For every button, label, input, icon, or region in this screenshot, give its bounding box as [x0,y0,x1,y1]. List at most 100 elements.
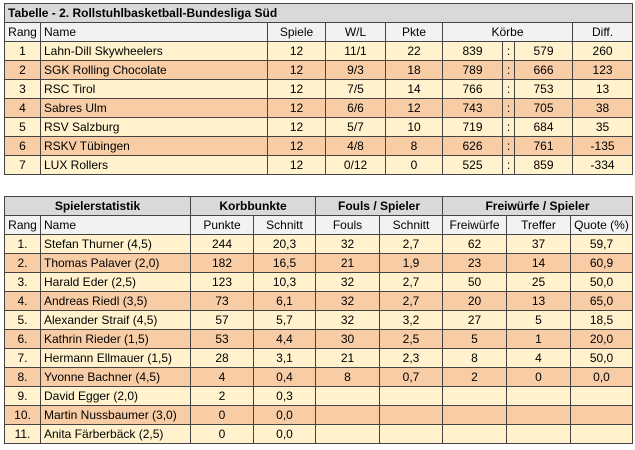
player-row: 8. Yvonne Bachner (4,5) 4 0,4 8 0,7 2 0 0,0 [4,367,633,387]
cell-koerbe-against: 753 [514,79,573,99]
league-title: Tabelle - 2. Rollstuhlbasketball-Bundesl… [3,3,634,23]
player-row: 3. Harald Eder (2,5) 123 10,3 32 2,7 50 25 50,0 [4,272,633,292]
cell-rang: 2. [4,253,41,273]
cell-fouls-schnitt: 1,9 [379,253,443,273]
cell-koerbe-against: 705 [514,98,573,118]
header-freiwuerfe: Freiwürfe [442,215,507,235]
cell-fouls: 8 [315,367,380,387]
cell-rang: 5 [4,117,41,137]
cell-quote: 18,5 [570,310,633,330]
cell-fouls: 30 [315,329,380,349]
cell-rang: 7 [4,155,41,175]
cell-spiele: 12 [267,136,326,156]
cell-spiele: 12 [267,98,326,118]
cell-koerbe-for: 766 [442,79,503,99]
cell-quote: 0,0 [570,367,633,387]
cell-koerbe-for: 719 [442,117,503,137]
cell-rang: 2 [4,60,41,80]
cell-koerbe-separator: : [502,98,515,118]
cell-rang: 7. [4,348,41,368]
cell-treffer [506,424,571,444]
cell-schnitt: 0,4 [253,367,316,387]
cell-koerbe-against: 859 [514,155,573,175]
cell-diff: 38 [571,98,634,118]
cell-wl: 0/12 [325,155,386,175]
league-row: 7 LUX Rollers 12 0/12 0 525:859 -334 [4,155,634,175]
cell-freiwuerfe: 62 [442,234,507,254]
cell-treffer: 25 [506,272,571,292]
header-punkte: Punkte [190,215,254,235]
header-pkte: Pkte [385,22,443,42]
group-header-row: Spielerstatistik Korbbunkte Fouls / Spie… [4,196,633,216]
header-schnitt: Schnitt [253,215,316,235]
header-name: Name [40,215,191,235]
cell-fouls: 32 [315,310,380,330]
cell-koerbe-separator: : [502,79,515,99]
player-row: 6. Kathrin Rieder (1,5) 53 4,4 30 2,5 5 1 20,0 [4,329,633,349]
cell-spiele: 12 [267,41,326,61]
cell-player-name: Thomas Palaver (2,0) [40,253,191,273]
cell-team-name: Sabres Ulm [40,98,268,118]
cell-koerbe-for: 839 [442,41,503,61]
cell-quote [570,386,633,406]
cell-player-name: Kathrin Rieder (1,5) [40,329,191,349]
cell-koerbe-for: 743 [442,98,503,118]
player-row: 7. Hermann Ellmauer (1,5) 28 3,1 21 2,3 8 4 50,0 [4,348,633,368]
cell-fouls-schnitt: 2,7 [379,291,443,311]
cell-freiwuerfe: 8 [442,348,507,368]
cell-fouls [315,405,380,425]
league-row: 6 RSKV Tübingen 12 4/8 8 626:761 -135 [4,136,634,156]
cell-treffer: 13 [506,291,571,311]
cell-quote [570,405,633,425]
cell-team-name: SGK Rolling Chocolate [40,60,268,80]
player-header-row: Rang Name Punkte Schnitt Fouls Schnitt F… [4,215,633,235]
cell-treffer: 0 [506,367,571,387]
cell-freiwuerfe [442,424,507,444]
cell-quote: 60,9 [570,253,633,273]
cell-fouls: 32 [315,291,380,311]
cell-quote [570,424,633,444]
cell-wl: 11/1 [325,41,386,61]
cell-rang: 1 [4,41,41,61]
cell-diff: 35 [571,117,634,137]
header-spiele: Spiele [267,22,326,42]
cell-fouls-schnitt: 2,3 [379,348,443,368]
header-koerbe: Körbe [442,22,573,42]
header-diff: Diff. [571,22,634,42]
cell-freiwuerfe: 20 [442,291,507,311]
cell-punkte: 0 [190,405,254,425]
header-fouls: Fouls [315,215,380,235]
cell-freiwuerfe: 23 [442,253,507,273]
header-fouls-schnitt: Schnitt [379,215,443,235]
cell-pkte: 10 [385,117,443,137]
header-quote: Quote (%) [570,215,633,235]
cell-freiwuerfe: 50 [442,272,507,292]
cell-koerbe-separator: : [502,60,515,80]
player-row: 10. Martin Nussbaumer (3,0) 0 0,0 [4,405,633,425]
league-header-row: Rang Name Spiele W/L Pkte Körbe Diff. [4,22,634,42]
cell-quote: 50,0 [570,348,633,368]
header-treffer: Treffer [506,215,571,235]
cell-quote: 20,0 [570,329,633,349]
cell-treffer: 37 [506,234,571,254]
cell-koerbe-against: 666 [514,60,573,80]
group-korbpunkte: Korbbunkte [190,196,316,216]
cell-pkte: 14 [385,79,443,99]
cell-punkte: 57 [190,310,254,330]
cell-rang: 4. [4,291,41,311]
cell-wl: 6/6 [325,98,386,118]
cell-player-name: Andreas Riedl (3,5) [40,291,191,311]
cell-koerbe-separator: : [502,155,515,175]
cell-wl: 5/7 [325,117,386,137]
cell-quote: 50,0 [570,272,633,292]
cell-freiwuerfe [442,405,507,425]
cell-quote: 65,0 [570,291,633,311]
cell-pkte: 12 [385,98,443,118]
cell-fouls-schnitt: 3,2 [379,310,443,330]
cell-punkte: 123 [190,272,254,292]
header-name: Name [40,22,268,42]
cell-fouls-schnitt: 2,5 [379,329,443,349]
cell-rang: 6 [4,136,41,156]
group-freiwuerfe: Freiwürfe / Spieler [442,196,633,216]
cell-treffer: 4 [506,348,571,368]
